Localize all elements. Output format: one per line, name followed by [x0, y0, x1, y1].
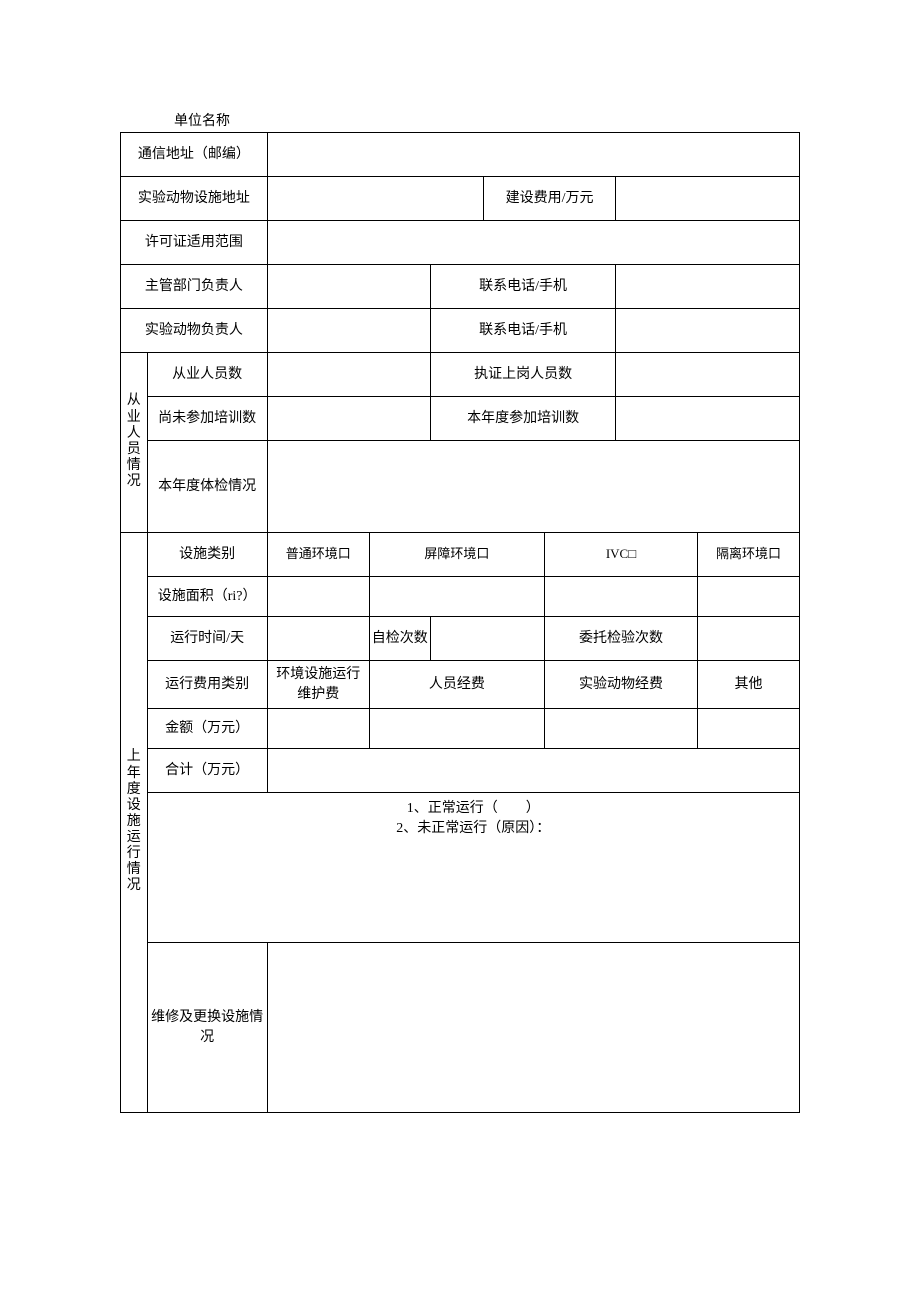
staff-trained-label: 本年度参加培训数	[430, 397, 616, 441]
staff-untrained-label: 尚未参加培训数	[147, 397, 267, 441]
page: 单位名称 通信地址（邮编） 实验动物设施地址 建设费用/万元	[0, 0, 920, 1301]
cost-type-label: 运行费用类别	[147, 661, 267, 709]
facility-area-2[interactable]	[545, 577, 698, 617]
form-table: 通信地址（邮编） 实验动物设施地址 建设费用/万元 许可证适用范围 主管部门负责…	[120, 132, 800, 1113]
mail-addr-label: 通信地址（邮编）	[121, 133, 268, 177]
cost-col-2: 实验动物经费	[545, 661, 698, 709]
cost-col-3: 其他	[697, 661, 799, 709]
facility-runtime-value[interactable]	[267, 617, 369, 661]
build-cost-value[interactable]	[616, 177, 800, 221]
staff-untrained-value[interactable]	[267, 397, 430, 441]
facility-addr-value[interactable]	[267, 177, 483, 221]
staff-certified-value[interactable]	[616, 353, 800, 397]
facility-runtime-label: 运行时间/天	[147, 617, 267, 661]
facility-type-opt-2[interactable]: IVC□	[545, 533, 698, 577]
amount-0[interactable]	[267, 709, 369, 749]
phone2-label: 联系电话/手机	[430, 309, 616, 353]
staff-exam-value[interactable]	[267, 441, 799, 533]
staff-count-value[interactable]	[267, 353, 430, 397]
facility-selfcheck-value[interactable]	[430, 617, 544, 661]
phone1-value[interactable]	[616, 265, 800, 309]
dept-head-value[interactable]	[267, 265, 430, 309]
phone1-label: 联系电话/手机	[430, 265, 616, 309]
staff-count-label: 从业人员数	[147, 353, 267, 397]
facility-type-opt-0[interactable]: 普通环境口	[267, 533, 369, 577]
staff-certified-label: 执证上岗人员数	[430, 353, 616, 397]
facility-area-label: 设施面积（ri?）	[147, 577, 267, 617]
build-cost-label: 建设费用/万元	[483, 177, 616, 221]
facility-type-opt-1[interactable]: 屏障环境口	[369, 533, 544, 577]
dept-head-label: 主管部门负责人	[121, 265, 268, 309]
total-value[interactable]	[267, 749, 799, 793]
unit-name-header: 单位名称	[174, 110, 800, 130]
phone2-value[interactable]	[616, 309, 800, 353]
facility-addr-label: 实验动物设施地址	[121, 177, 268, 221]
animal-head-value[interactable]	[267, 309, 430, 353]
animal-head-label: 实验动物负责人	[121, 309, 268, 353]
cost-col-1: 人员经费	[369, 661, 544, 709]
staff-section-label: 从业人员情况	[121, 353, 148, 533]
unit-name-label: 单位名称	[174, 114, 230, 129]
facility-selfcheck-label: 自检次数	[369, 617, 430, 661]
maintenance-label: 维修及更换设施情况	[147, 943, 267, 1113]
facility-type-label: 设施类别	[147, 533, 267, 577]
total-label: 合计（万元）	[147, 749, 267, 793]
facility-entrust-value[interactable]	[697, 617, 799, 661]
facility-area-1[interactable]	[369, 577, 544, 617]
staff-exam-label: 本年度体检情况	[147, 441, 267, 533]
facility-section-label: 上年度设施运行情况	[121, 533, 148, 1113]
staff-trained-value[interactable]	[616, 397, 800, 441]
facility-area-3[interactable]	[697, 577, 799, 617]
mail-addr-value[interactable]	[267, 133, 799, 177]
amount-label: 金额（万元）	[147, 709, 267, 749]
cost-col-0: 环境设施运行维护费	[267, 661, 369, 709]
run-status-text[interactable]: 1、正常运行（ ） 2、未正常运行（原因）：	[147, 793, 800, 943]
license-scope-value[interactable]	[267, 221, 799, 265]
facility-area-0[interactable]	[267, 577, 369, 617]
license-scope-label: 许可证适用范围	[121, 221, 268, 265]
amount-2[interactable]	[545, 709, 698, 749]
amount-3[interactable]	[697, 709, 799, 749]
facility-type-opt-3[interactable]: 隔离环境口	[697, 533, 799, 577]
facility-entrust-label: 委托检验次数	[545, 617, 698, 661]
amount-1[interactable]	[369, 709, 544, 749]
maintenance-value[interactable]	[267, 943, 799, 1113]
